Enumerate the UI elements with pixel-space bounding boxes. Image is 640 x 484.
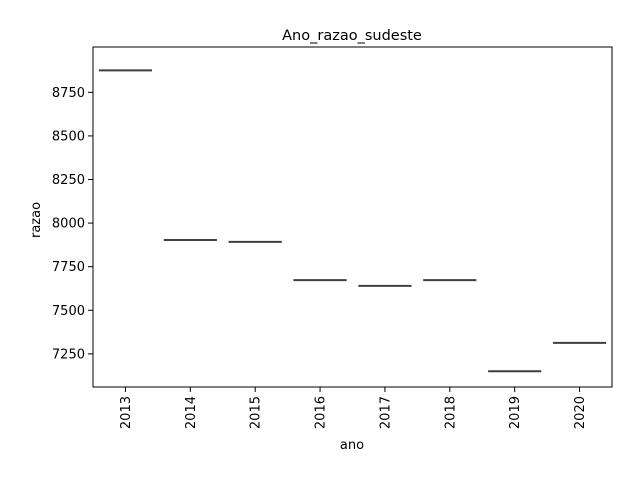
x-tick-label: 2018 bbox=[443, 396, 458, 429]
y-axis-label: razao bbox=[29, 202, 44, 238]
y-tick-label: 8750 bbox=[52, 86, 85, 101]
y-tick-label: 7750 bbox=[52, 260, 85, 275]
y-tick-label: 8000 bbox=[52, 217, 85, 232]
x-tick-label: 2013 bbox=[119, 396, 134, 429]
x-tick-label: 2015 bbox=[249, 396, 264, 429]
y-tick-label: 8500 bbox=[52, 129, 85, 144]
plot-area: 7250 7500 7750 8000 8250 8500 8750 2013 2014 2015… bbox=[52, 46, 613, 429]
x-tick-label: 2014 bbox=[184, 396, 199, 429]
x-tick-label: 2016 bbox=[314, 396, 329, 429]
x-tick-label: 2019 bbox=[508, 396, 523, 429]
x-axis-label: ano bbox=[340, 438, 364, 453]
y-tick-label: 8250 bbox=[52, 173, 85, 188]
axes-frame bbox=[92, 46, 613, 388]
chart-title: Ano_razao_sudeste bbox=[282, 28, 422, 44]
x-tick-label: 2017 bbox=[378, 396, 393, 429]
x-tick-label: 2020 bbox=[573, 396, 588, 429]
y-tick-label: 7500 bbox=[52, 304, 85, 319]
y-tick-label: 7250 bbox=[52, 347, 85, 362]
